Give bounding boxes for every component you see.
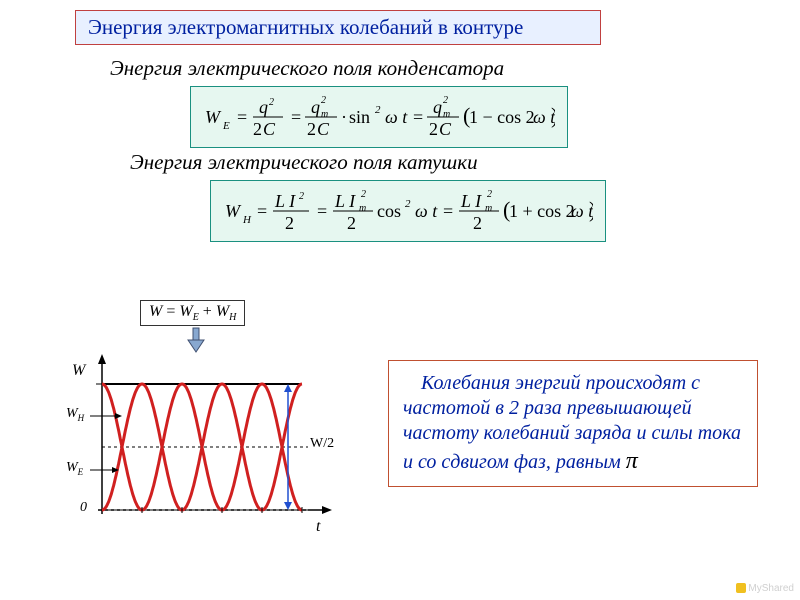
conclusion-box: Колебания энергий происходят с частотой …: [388, 360, 758, 487]
svg-text:q: q: [311, 97, 320, 117]
svg-text:2: 2: [253, 119, 262, 139]
svg-text:·: ·: [341, 107, 347, 127]
svg-text:sin: sin: [349, 107, 370, 127]
svg-text:): ): [551, 103, 555, 128]
svg-text:L I: L I: [334, 191, 356, 211]
svg-text:=: =: [443, 201, 453, 221]
page-title: Энергия электромагнитных колебаний в кон…: [75, 10, 601, 45]
svg-text:=: =: [237, 107, 247, 127]
label-whalf: W/2: [310, 436, 334, 452]
svg-text:E: E: [222, 120, 230, 132]
label-t: t: [316, 518, 320, 536]
svg-text:2: 2: [307, 119, 316, 139]
svg-text:q: q: [433, 97, 442, 117]
svg-text:2: 2: [487, 189, 492, 200]
label-w: W: [72, 362, 85, 380]
svg-text:ω t: ω t: [415, 201, 438, 221]
energy-chart: W WH WE 0 t W/2: [60, 340, 350, 550]
svg-text:m: m: [485, 203, 492, 214]
svg-text:1 + cos 2: 1 + cos 2: [509, 201, 575, 221]
svg-text:2: 2: [473, 213, 482, 233]
svg-text:=: =: [257, 201, 267, 221]
svg-text:2: 2: [405, 198, 411, 210]
formula-wh-svg: WH = L I2 2 = L Im2 2 cos2 ω t = L Im2 2…: [223, 187, 593, 235]
svg-text:2: 2: [429, 119, 438, 139]
svg-text:2: 2: [269, 97, 274, 108]
svg-text:C: C: [317, 119, 330, 139]
svg-text:): ): [589, 197, 593, 222]
label-wh: WH: [66, 406, 84, 423]
svg-text:=: =: [317, 201, 327, 221]
svg-text:2: 2: [299, 191, 304, 202]
svg-text:ω t: ω t: [385, 107, 408, 127]
svg-text:2: 2: [347, 213, 356, 233]
svg-text:1 − cos 2: 1 − cos 2: [469, 107, 535, 127]
label-we: WE: [66, 460, 83, 477]
svg-text:2: 2: [321, 95, 326, 106]
watermark: MyShared: [736, 583, 794, 594]
svg-text:2: 2: [443, 95, 448, 106]
formula-we-svg: WE = q2 2C = qm2 2C · sin2 ω t = qm2 2C …: [203, 93, 555, 141]
subtitle-capacitor: Энергия электрического поля конденсатора: [110, 56, 504, 81]
subtitle-inductor: Энергия электрического поля катушки: [130, 150, 478, 175]
svg-text:m: m: [359, 203, 366, 214]
svg-text:H: H: [242, 214, 252, 226]
svg-text:cos: cos: [377, 201, 401, 221]
svg-text:L I: L I: [274, 191, 296, 211]
label-zero: 0: [80, 500, 87, 516]
svg-text:2: 2: [375, 104, 381, 116]
conclusion-text: Колебания энергий происходят с частотой …: [403, 372, 741, 473]
svg-text:W: W: [225, 201, 242, 221]
svg-text:2: 2: [285, 213, 294, 233]
svg-text:q: q: [259, 97, 268, 117]
svg-text:=: =: [291, 107, 301, 127]
chart-svg: [60, 340, 350, 550]
svg-text:2: 2: [361, 189, 366, 200]
svg-text:C: C: [439, 119, 452, 139]
formula-wh: WH = L I2 2 = L Im2 2 cos2 ω t = L Im2 2…: [210, 180, 606, 242]
title-text: Энергия электромагнитных колебаний в кон…: [88, 15, 523, 39]
pi-symbol: π: [626, 448, 638, 474]
formula-sum: W = WE + WH: [140, 300, 245, 326]
svg-text:C: C: [263, 119, 276, 139]
formula-we: WE = q2 2C = qm2 2C · sin2 ω t = qm2 2C …: [190, 86, 568, 148]
svg-text:=: =: [413, 107, 423, 127]
svg-text:L I: L I: [460, 191, 482, 211]
svg-text:W: W: [205, 107, 222, 127]
